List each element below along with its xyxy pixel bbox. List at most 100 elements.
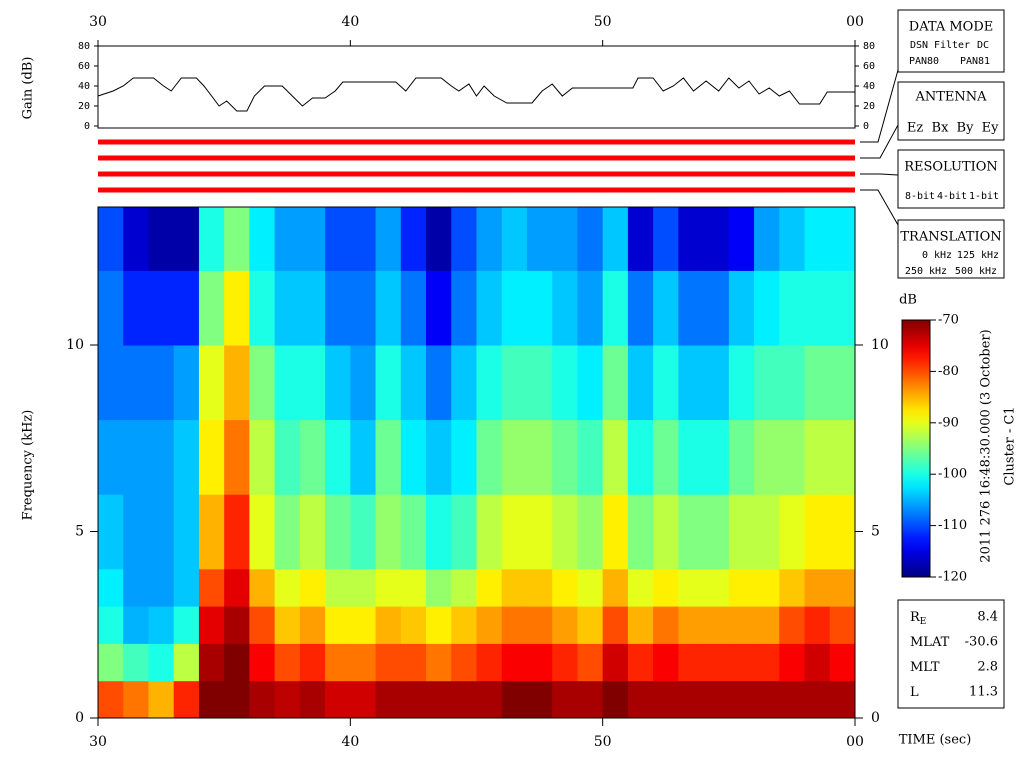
- heatmap-cell: [653, 494, 679, 570]
- resolution-box: [897, 149, 1005, 209]
- heatmap-cell: [728, 419, 755, 495]
- heatmap-cell: [703, 680, 730, 719]
- heatmap-cell: [526, 270, 553, 346]
- heatmap-cell: [754, 270, 780, 346]
- translation-box: [897, 219, 1005, 279]
- heatmap-cell: [249, 345, 276, 421]
- heatmap-cell: [224, 207, 250, 271]
- heatmap-cell: [148, 419, 175, 495]
- heatmap-cell: [350, 568, 377, 607]
- y-tick-label: 5: [871, 524, 880, 540]
- heatmap-cell: [299, 419, 326, 495]
- heatmap-cell: [274, 207, 301, 271]
- heatmap-cell: [552, 419, 578, 495]
- x-tick-label: 50: [594, 14, 612, 30]
- heatmap-cell: [829, 345, 856, 421]
- heatmap-cell: [829, 568, 856, 607]
- x-tick-label: 40: [341, 14, 359, 30]
- heatmap-cell: [350, 680, 377, 719]
- heatmap-cell: [476, 680, 503, 719]
- ephemeris-value: -30.6: [965, 635, 998, 650]
- heatmap-cell: [173, 643, 200, 682]
- heatmap-cell: [804, 643, 831, 682]
- heatmap-cell: [325, 568, 351, 607]
- heatmap-cell: [678, 643, 705, 682]
- heatmap-cell: [728, 643, 755, 682]
- heatmap-cell: [653, 606, 679, 644]
- heatmap-cell: [350, 345, 377, 421]
- heatmap-cell: [400, 643, 427, 682]
- heatmap-cell: [375, 270, 402, 346]
- heatmap-cell: [400, 270, 427, 346]
- x-tick-label: 00: [846, 734, 864, 750]
- heatmap-cell: [627, 568, 654, 607]
- y-tick-label: 0: [871, 710, 880, 726]
- heatmap-cell: [451, 606, 477, 644]
- heatmap-cell: [98, 270, 124, 346]
- ephemeris-label-text: MLT: [910, 660, 940, 675]
- heatmap-cell: [678, 494, 705, 570]
- heatmap-cell: [501, 270, 528, 346]
- heatmap-cell: [526, 345, 553, 421]
- heatmap-cell: [249, 606, 276, 644]
- heatmap-cell: [526, 568, 553, 607]
- heatmap-cell: [779, 270, 806, 346]
- x-tick-label: 40: [341, 734, 359, 750]
- legend-item: DSN: [910, 40, 928, 51]
- y-tick-label: 40: [863, 81, 875, 92]
- heatmap-cell: [249, 207, 276, 271]
- heatmap-cell: [400, 494, 427, 570]
- heatmap-cell: [224, 345, 250, 421]
- heatmap-cell: [299, 568, 326, 607]
- heatmap-cell: [678, 345, 705, 421]
- heatmap-cell: [653, 207, 679, 271]
- heatmap-cell: [350, 207, 377, 271]
- heatmap-cell: [375, 606, 402, 644]
- panel-title: TRANSLATION: [900, 230, 1001, 245]
- heatmap-cell: [501, 494, 528, 570]
- heatmap-cell: [627, 207, 654, 271]
- heatmap-cell: [501, 643, 528, 682]
- heatmap-cell: [728, 606, 755, 644]
- heatmap-cell: [577, 270, 604, 346]
- heatmap-cell: [451, 419, 477, 495]
- heatmap-cell: [804, 270, 831, 346]
- heatmap-cell: [779, 207, 806, 271]
- legend-item: 4-bit: [937, 191, 967, 202]
- heatmap-cell: [451, 568, 477, 607]
- spacecraft: Cluster - C1: [1003, 406, 1018, 485]
- heatmap-cell: [501, 345, 528, 421]
- heatmap-cell: [148, 643, 175, 682]
- heatmap-cell: [123, 606, 149, 644]
- heatmap-cell: [526, 419, 553, 495]
- x-tick-label: 30: [89, 14, 107, 30]
- heatmap-cell: [299, 345, 326, 421]
- heatmap-cell: [426, 494, 452, 570]
- heatmap-cell: [754, 207, 780, 271]
- connector: [860, 173, 899, 176]
- y-tick-label: 5: [75, 524, 84, 540]
- legend-item: Filter: [934, 40, 970, 51]
- heatmap-cell: [678, 419, 705, 495]
- heatmap-cell: [400, 207, 427, 271]
- y-tick-label: 60: [863, 61, 875, 72]
- heatmap-cell: [602, 568, 629, 607]
- heatmap-cell: [728, 345, 755, 421]
- legend-item: Ez: [907, 121, 923, 136]
- heatmap-cell: [728, 494, 755, 570]
- heatmap-cell: [426, 345, 452, 421]
- heatmap-cell: [198, 419, 225, 495]
- heatmap-cell: [653, 345, 679, 421]
- heatmap-cell: [678, 680, 705, 719]
- heatmap-cell: [577, 345, 604, 421]
- heatmap-cell: [98, 207, 124, 271]
- legend-item: By: [957, 121, 975, 136]
- y-tick-label: 0: [75, 710, 84, 726]
- heatmap-cell: [375, 643, 402, 682]
- heatmap-cell: [274, 680, 301, 719]
- heatmap-cell: [678, 606, 705, 644]
- heatmap-cell: [754, 643, 780, 682]
- y-tick-label: 80: [78, 41, 90, 52]
- heatmap-cell: [779, 494, 806, 570]
